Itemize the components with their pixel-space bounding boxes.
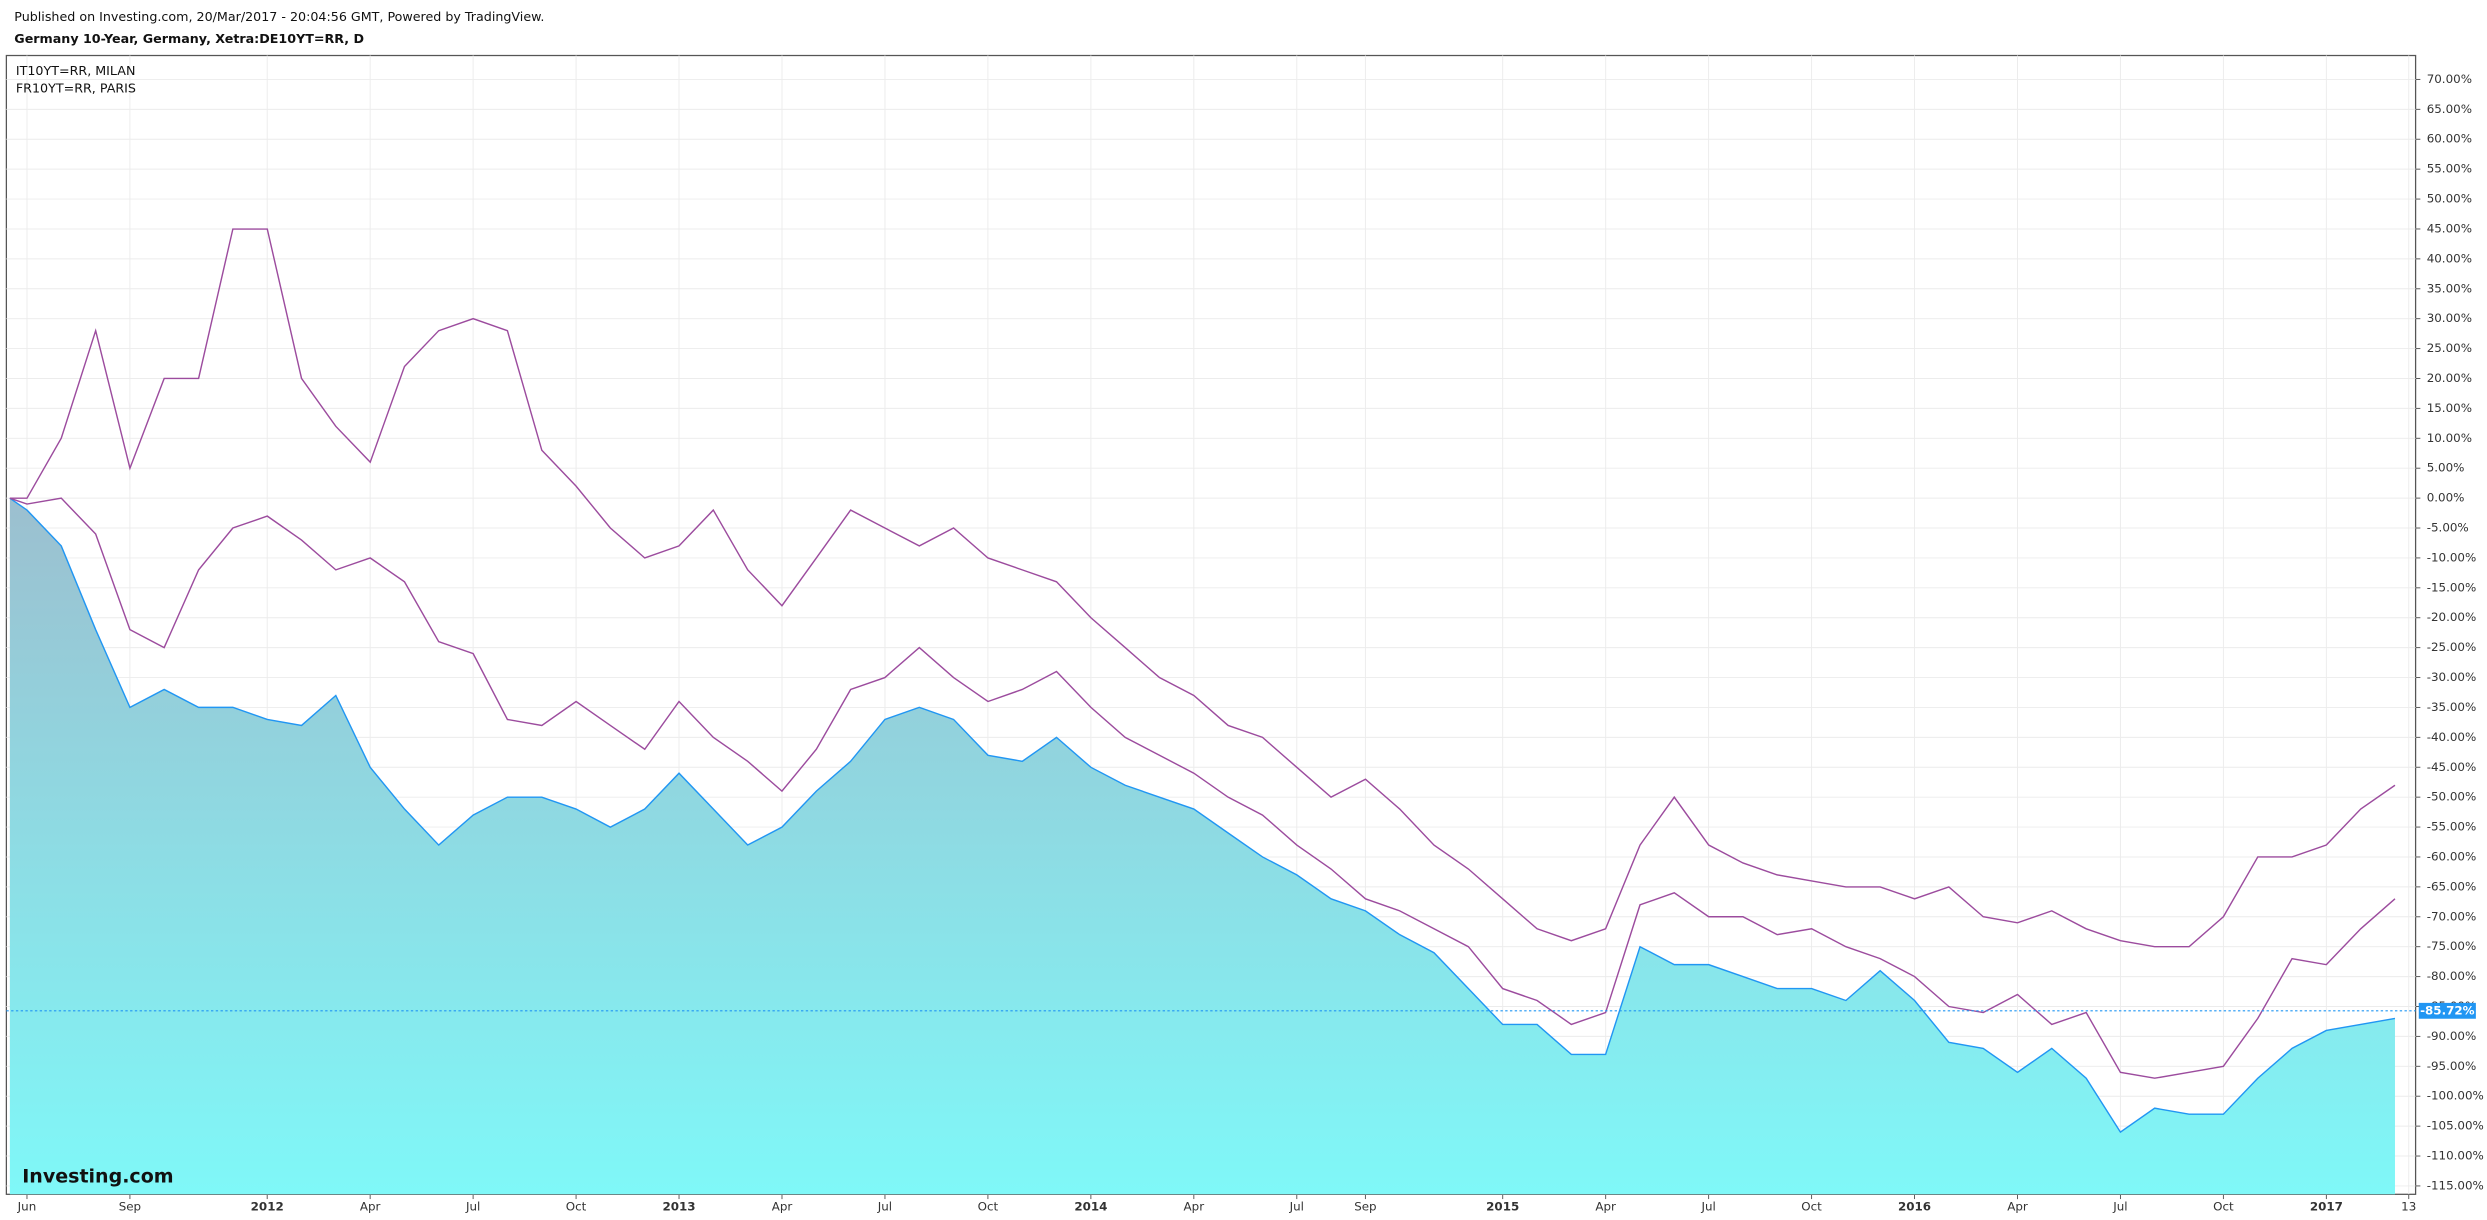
- x-tick-label: Apr: [772, 1199, 793, 1213]
- y-tick-label: 55.00%: [2427, 162, 2472, 176]
- y-tick-label: 0.00%: [2427, 491, 2465, 505]
- y-tick-label: -40.00%: [2427, 730, 2477, 744]
- x-tick-label: Jul: [877, 1199, 892, 1213]
- x-tick-label: Apr: [1184, 1199, 1205, 1213]
- y-tick-label: 20.00%: [2427, 371, 2472, 385]
- x-tick-label: Oct: [2213, 1199, 2234, 1213]
- y-tick-label: 30.00%: [2427, 311, 2472, 325]
- y-tick-label: -60.00%: [2427, 849, 2477, 863]
- y-tick-label: 15.00%: [2427, 401, 2472, 415]
- y-tick-label: -115.00%: [2427, 1178, 2484, 1192]
- x-tick-label: 2015: [1486, 1199, 1519, 1213]
- last-value-box: [2418, 1002, 2476, 1019]
- x-tick-label: Jul: [1700, 1199, 1715, 1213]
- x-tick-label: 2016: [1898, 1199, 1931, 1213]
- y-tick-label: -5.00%: [2427, 521, 2469, 535]
- x-tick-label: Oct: [566, 1199, 587, 1213]
- y-tick-label: -100.00%: [2427, 1089, 2484, 1103]
- x-tick-label: 2017: [2310, 1199, 2343, 1213]
- y-tick-label: 60.00%: [2427, 132, 2472, 146]
- x-tick-label: 2012: [251, 1199, 284, 1213]
- series-line: [9, 228, 2396, 948]
- y-tick-label: 45.00%: [2427, 221, 2472, 235]
- y-tick-label: -75.00%: [2427, 939, 2477, 953]
- x-tick-label: Jul: [465, 1199, 480, 1213]
- y-tick-label: -20.00%: [2427, 610, 2477, 624]
- x-tick-label: 2013: [663, 1199, 696, 1213]
- x-tick-label: Jul: [1289, 1199, 1304, 1213]
- y-tick-label: -35.00%: [2427, 700, 2477, 714]
- series-line: [9, 497, 2396, 1134]
- y-tick-label: -15.00%: [2427, 580, 2477, 594]
- y-tick-label: -50.00%: [2427, 790, 2477, 804]
- x-tick-label: Jul: [2112, 1199, 2127, 1213]
- x-tick-label: Apr: [1595, 1199, 1616, 1213]
- x-tick-label: Sep: [119, 1199, 141, 1213]
- x-tick-label: Sep: [1354, 1199, 1376, 1213]
- x-tick-label: Oct: [978, 1199, 999, 1213]
- y-tick-label: -30.00%: [2427, 670, 2477, 684]
- x-tick-label: 13: [2401, 1199, 2416, 1213]
- legend-entry: IT10YT=RR, MILAN: [16, 63, 136, 78]
- area: [9, 498, 2395, 1195]
- y-tick-label: -90.00%: [2427, 1029, 2477, 1043]
- x-tick-label: Jun: [17, 1199, 37, 1213]
- x-tick-label: Apr: [2007, 1199, 2028, 1213]
- y-tick-label: 10.00%: [2427, 431, 2472, 445]
- y-tick-label: 65.00%: [2427, 102, 2472, 116]
- last-value-label: -85.72%: [2420, 1003, 2474, 1017]
- legend-entry: FR10YT=RR, PARIS: [16, 80, 136, 95]
- y-tick-label: -65.00%: [2427, 879, 2477, 893]
- watermark: Investing.com: [22, 1165, 173, 1187]
- y-tick-label: -105.00%: [2427, 1119, 2484, 1133]
- y-tick-label: -10.00%: [2427, 550, 2477, 564]
- y-tick-label: -70.00%: [2427, 909, 2477, 923]
- published-note: Published on Investing.com, 20/Mar/2017 …: [14, 9, 544, 24]
- y-tick-label: 5.00%: [2427, 461, 2465, 475]
- chart-title: Germany 10-Year, Germany, Xetra:DE10YT=R…: [14, 31, 364, 46]
- y-tick-label: -110.00%: [2427, 1149, 2484, 1163]
- y-tick-label: 70.00%: [2427, 72, 2472, 86]
- y-tick-label: -25.00%: [2427, 640, 2477, 654]
- y-tick-label: -80.00%: [2427, 969, 2477, 983]
- series-line: [9, 497, 2396, 1079]
- y-tick-label: 25.00%: [2427, 341, 2472, 355]
- y-tick-label: 35.00%: [2427, 281, 2472, 295]
- x-tick-label: 2014: [1074, 1199, 1107, 1213]
- x-tick-label: Oct: [1801, 1199, 1822, 1213]
- y-tick-label: 50.00%: [2427, 192, 2472, 206]
- y-tick-label: 40.00%: [2427, 251, 2472, 265]
- y-tick-label: -55.00%: [2427, 820, 2477, 834]
- y-tick-label: -95.00%: [2427, 1059, 2477, 1073]
- plot-layer: 70.00% 65.00% 60.00% 55.00% 50.00% 45.00% 40.0…: [6, 55, 2484, 1213]
- x-tick-label: Apr: [360, 1199, 381, 1213]
- y-tick-label: -45.00%: [2427, 760, 2477, 774]
